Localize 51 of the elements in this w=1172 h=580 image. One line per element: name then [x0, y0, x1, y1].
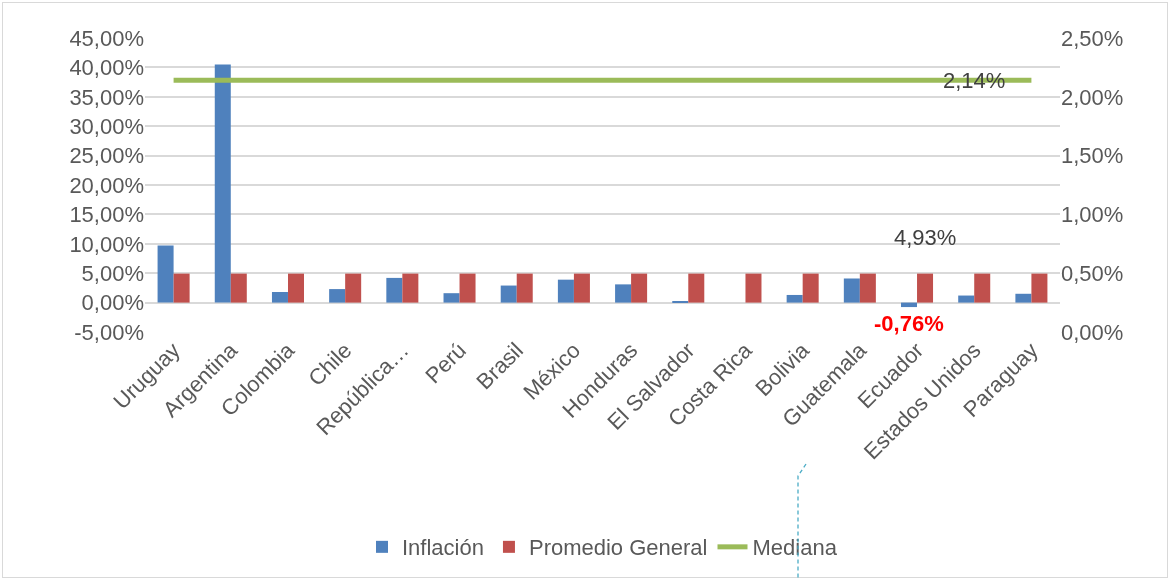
bar: [329, 289, 346, 303]
legend-label: Mediana: [752, 535, 838, 561]
bar: [287, 273, 304, 303]
legend-label: Inflación: [402, 535, 484, 561]
y2-tick-label: 0,50%: [1061, 260, 1124, 286]
y2-tick-label: 0,00%: [1061, 319, 1124, 345]
y-tick-label: 40,00%: [69, 55, 144, 81]
y-tick-label: 30,00%: [69, 113, 144, 139]
y-tick-label: 15,00%: [69, 202, 144, 228]
bar: [786, 294, 803, 303]
y-tick-label: 25,00%: [69, 143, 144, 169]
bar: [974, 273, 991, 303]
y-tick-label: 5,00%: [81, 260, 144, 286]
y-tick-label: 45,00%: [69, 25, 144, 51]
bar: [615, 284, 632, 303]
bar: [958, 295, 975, 303]
bar: [402, 273, 419, 303]
y-tick-label: 0,00%: [81, 290, 144, 316]
bar: [345, 273, 362, 303]
bar: [500, 285, 517, 303]
bar: [859, 273, 876, 303]
bar: [516, 273, 533, 303]
y2-tick-label: 1,50%: [1061, 143, 1124, 169]
y-tick-label: 35,00%: [69, 84, 144, 110]
bar: [745, 273, 762, 303]
bar: [573, 273, 590, 303]
y2-tick-label: 1,00%: [1061, 202, 1124, 228]
y-tick-label: 10,00%: [69, 231, 144, 257]
bar: [271, 292, 288, 303]
bar: [214, 64, 231, 303]
bar: [386, 277, 403, 303]
bar: [157, 245, 174, 303]
bar: [843, 278, 860, 303]
bar: [230, 273, 247, 303]
bar: [917, 273, 934, 303]
bar: [688, 273, 705, 303]
bar: [173, 273, 190, 303]
bar: [443, 293, 460, 303]
bar: [1015, 293, 1032, 303]
y2-tick-label: 2,00%: [1061, 84, 1124, 110]
y2-tick-label: 2,50%: [1061, 25, 1124, 51]
data-label: 4,93%: [894, 225, 957, 250]
bar: [557, 279, 574, 303]
bar: [459, 273, 476, 303]
bar: [802, 273, 819, 303]
data-label: -0,76%: [874, 311, 944, 336]
bar: [631, 273, 648, 303]
bar: [1031, 273, 1048, 303]
y-tick-label: 20,00%: [69, 172, 144, 198]
y-tick-label: -5,00%: [74, 319, 144, 345]
legend-label: Promedio General: [528, 535, 708, 561]
